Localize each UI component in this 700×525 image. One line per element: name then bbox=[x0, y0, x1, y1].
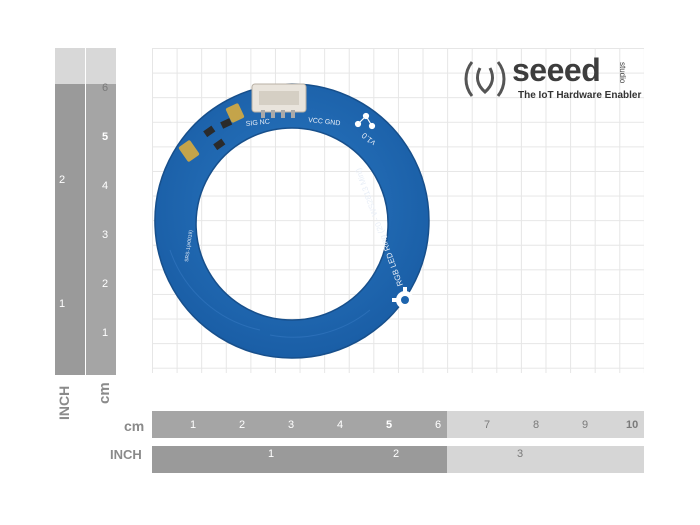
v-cm-tick-2: 2 bbox=[102, 278, 109, 290]
horizontal-cm-ruler: 1 2 3 4 5 6 7 8 9 10 bbox=[152, 411, 644, 438]
molecule-icon bbox=[354, 112, 376, 130]
v-cm-tick-1: 1 bbox=[102, 327, 109, 339]
h-cm-tick-4: 4 bbox=[337, 419, 344, 431]
vertical-cm-ruler: 6 5 4 3 2 1 bbox=[86, 48, 116, 375]
h-inch-tick-2: 2 bbox=[393, 448, 400, 460]
pcb-ring bbox=[154, 83, 430, 359]
connector-label-vcc: VCC GND bbox=[308, 117, 341, 127]
capacitor bbox=[225, 103, 245, 123]
h-cm-tick-8: 8 bbox=[533, 419, 540, 431]
logo-studio-text: studio bbox=[618, 62, 627, 84]
horizontal-inch-ruler: 1 2 3 bbox=[152, 446, 644, 473]
logo-brand-text: seeed bbox=[512, 52, 601, 88]
seeed-logo-icon bbox=[464, 61, 506, 97]
v-cm-tick-5: 5 bbox=[102, 131, 109, 143]
board-small-text: SRS-1(#0019) bbox=[184, 229, 194, 262]
v-inch-tick-1: 1 bbox=[59, 298, 66, 310]
h-cm-tick-9: 9 bbox=[582, 419, 589, 431]
connector-pins bbox=[261, 110, 295, 118]
h-cm-unit-label: cm bbox=[124, 418, 145, 434]
capacitor bbox=[178, 140, 200, 162]
gear-icon bbox=[392, 287, 418, 313]
h-inch-tick-1: 1 bbox=[268, 448, 275, 460]
v-cm-tick-3: 3 bbox=[102, 229, 109, 241]
h-cm-tick-2: 2 bbox=[239, 419, 246, 431]
h-inch-tick-3: 3 bbox=[517, 448, 524, 460]
v-inch-tick-2: 2 bbox=[59, 174, 66, 186]
h-cm-tick-10: 10 bbox=[626, 419, 639, 431]
connector-label-sig: SIG NC bbox=[245, 119, 270, 128]
v-cm-tick-4: 4 bbox=[102, 180, 109, 192]
h-cm-tick-6: 6 bbox=[435, 419, 442, 431]
vertical-inch-ruler: 2 1 bbox=[55, 48, 85, 375]
seeed-logo: seeed studio The IoT Hardware Enabler bbox=[462, 52, 642, 106]
h-inch-unit-label: INCH bbox=[110, 447, 142, 462]
h-cm-tick-3: 3 bbox=[288, 419, 295, 431]
h-cm-tick-5: 5 bbox=[386, 419, 393, 431]
logo-tagline: The IoT Hardware Enabler bbox=[518, 90, 642, 101]
v-cm-tick-6: 6 bbox=[102, 82, 109, 94]
h-cm-tick-7: 7 bbox=[484, 419, 491, 431]
h-cm-tick-1: 1 bbox=[190, 419, 197, 431]
